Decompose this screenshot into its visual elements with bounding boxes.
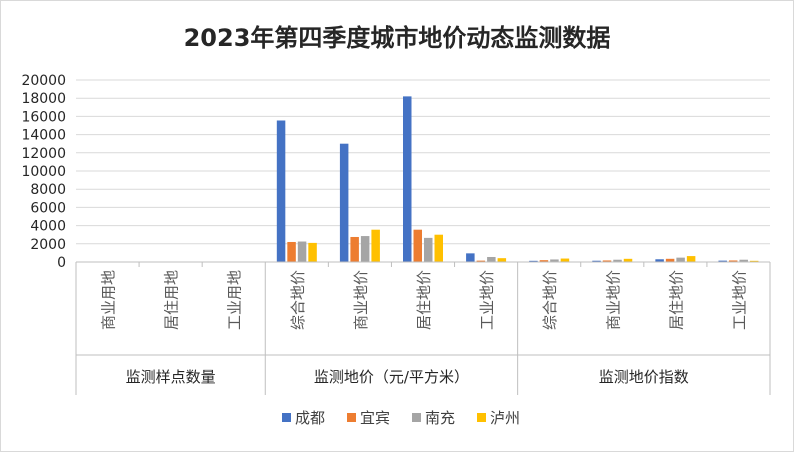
bar xyxy=(749,260,759,262)
category-label: 综合地价 xyxy=(289,270,307,330)
bar xyxy=(550,259,559,262)
legend-label: 泸州 xyxy=(490,409,520,427)
bar xyxy=(728,260,738,262)
bar xyxy=(602,260,612,262)
bar xyxy=(665,258,675,262)
y-tick-label: 20000 xyxy=(21,73,66,89)
legend-swatch xyxy=(477,413,486,422)
bar xyxy=(350,236,359,262)
y-tick-label: 2000 xyxy=(30,237,66,253)
legend-swatch xyxy=(282,413,291,422)
bar xyxy=(487,256,496,262)
bar xyxy=(497,258,507,262)
category-label: 商业用地 xyxy=(100,270,118,330)
bar xyxy=(339,143,349,262)
bar xyxy=(539,260,549,262)
bar xyxy=(739,259,748,262)
bar xyxy=(476,260,486,262)
category-label: 居住地价 xyxy=(415,270,433,330)
category-label: 商业地价 xyxy=(604,270,622,330)
bar xyxy=(560,258,570,262)
bar xyxy=(613,259,622,262)
bar xyxy=(403,96,412,262)
bar xyxy=(592,260,601,262)
bar xyxy=(413,229,422,262)
bar xyxy=(434,234,443,262)
bar xyxy=(276,120,286,263)
group-label: 监测地价指数 xyxy=(599,368,689,386)
y-tick-label: 10000 xyxy=(21,164,66,180)
legend-swatch xyxy=(412,413,421,422)
y-tick-label: 16000 xyxy=(21,109,66,125)
bar xyxy=(655,259,664,262)
y-tick-label: 0 xyxy=(57,255,66,271)
y-tick-label: 8000 xyxy=(30,182,66,198)
y-tick-label: 12000 xyxy=(21,146,66,162)
bar xyxy=(371,229,380,262)
y-tick-label: 6000 xyxy=(30,200,66,216)
bar xyxy=(308,242,317,262)
bar xyxy=(297,241,307,262)
chart-title: 2023年第四季度城市地价动态监测数据 xyxy=(183,24,611,52)
bar xyxy=(718,260,727,262)
bar xyxy=(686,256,696,262)
bar xyxy=(676,257,685,262)
legend-label: 南充 xyxy=(425,409,455,427)
category-label: 工业地价 xyxy=(478,270,496,330)
category-label: 工业用地 xyxy=(226,270,244,330)
bar xyxy=(529,260,538,262)
category-label: 综合地价 xyxy=(541,270,559,330)
bar xyxy=(466,253,475,262)
bar xyxy=(287,241,296,262)
y-tick-label: 18000 xyxy=(21,91,66,107)
group-label: 监测地价（元/平方米） xyxy=(314,368,469,386)
legend-label: 宜宾 xyxy=(360,409,390,427)
category-label: 商业地价 xyxy=(352,270,370,330)
category-label: 工业地价 xyxy=(730,270,748,330)
bar xyxy=(360,236,370,262)
y-tick-label: 14000 xyxy=(21,128,66,144)
y-tick-label: 4000 xyxy=(30,219,66,235)
bar xyxy=(623,258,633,262)
category-label: 居住地价 xyxy=(667,270,685,330)
category-label: 居住用地 xyxy=(163,270,181,330)
group-label: 监测样点数量 xyxy=(126,368,216,386)
bar xyxy=(424,237,433,262)
legend-label: 成都 xyxy=(295,409,325,427)
legend-swatch xyxy=(347,413,356,422)
